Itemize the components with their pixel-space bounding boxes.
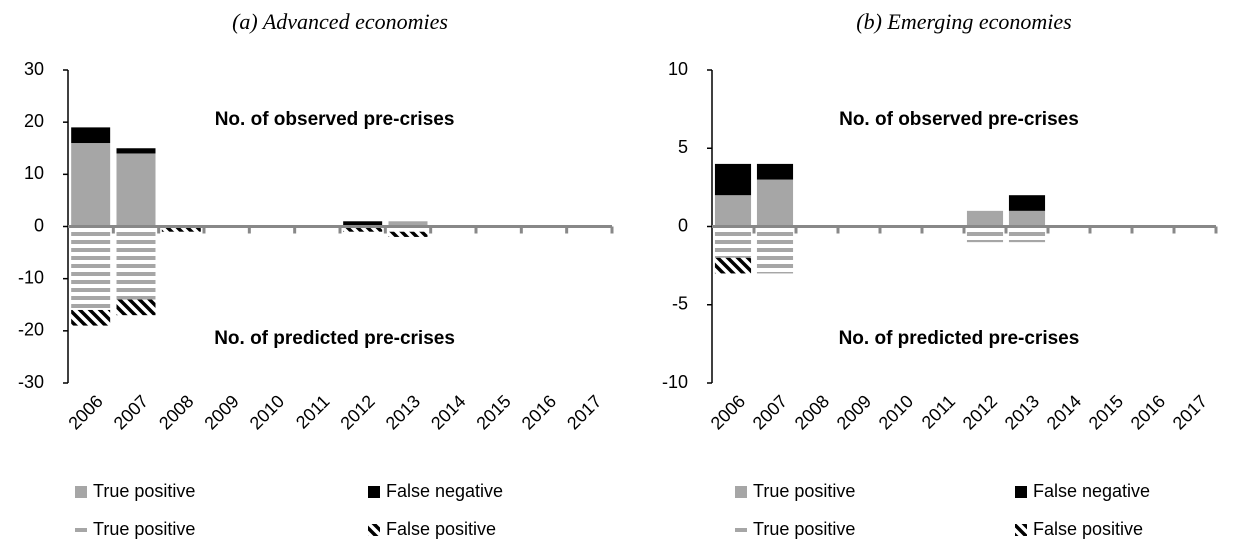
- legend-label: False positive: [1033, 519, 1143, 539]
- x-tick-label: 2013: [382, 391, 424, 433]
- x-tick-label: 2007: [110, 391, 152, 433]
- bar: [714, 226, 752, 258]
- bar: [343, 221, 383, 227]
- y-tick-label: -30: [18, 372, 44, 392]
- x-tick-label: 2016: [1127, 391, 1169, 433]
- x-tick-label: 2013: [1001, 391, 1043, 433]
- x-tick-label: 2014: [1043, 391, 1085, 433]
- bar: [71, 127, 111, 144]
- bar: [1008, 210, 1046, 227]
- bar: [71, 309, 111, 326]
- x-tick-label: 2015: [1085, 391, 1127, 433]
- bar: [756, 163, 794, 180]
- bar: [388, 221, 428, 227]
- bar: [714, 257, 752, 274]
- bar: [343, 226, 383, 232]
- x-tick-label: 2012: [959, 391, 1001, 433]
- legend-swatch: [75, 524, 87, 536]
- bar: [116, 226, 156, 300]
- legend-label: True positive: [753, 481, 855, 501]
- x-tick-label: 2006: [64, 391, 106, 433]
- bar: [116, 148, 156, 154]
- x-tick-label: 2009: [200, 391, 242, 433]
- bar: [116, 299, 156, 316]
- y-tick-label: 10: [24, 163, 44, 183]
- y-tick-label: -10: [18, 267, 44, 287]
- legend-swatch: [75, 486, 87, 498]
- bar: [116, 153, 156, 227]
- y-tick-label: 5: [678, 137, 688, 157]
- legend-label: False negative: [1033, 481, 1150, 501]
- bar: [714, 195, 752, 227]
- x-tick-label: 2007: [749, 391, 791, 433]
- x-tick-label: 2009: [833, 391, 875, 433]
- x-tick-label: 2008: [155, 391, 197, 433]
- legend-swatch: [1015, 486, 1027, 498]
- y-tick-label: -20: [18, 320, 44, 340]
- y-tick-label: 30: [24, 59, 44, 79]
- bar: [1008, 226, 1046, 243]
- y-tick-label: 20: [24, 111, 44, 131]
- x-tick-label: 2017: [563, 391, 605, 433]
- x-tick-label: 2016: [518, 391, 560, 433]
- y-tick-label: -10: [662, 372, 688, 392]
- legend-label: True positive: [93, 481, 195, 501]
- annotation: No. of observed pre-crises: [215, 109, 455, 130]
- y-tick-label: -5: [672, 294, 688, 314]
- legend-label: False positive: [386, 519, 496, 539]
- x-tick-label: 2010: [875, 391, 917, 433]
- x-tick-label: 2011: [918, 391, 960, 433]
- bar: [1008, 195, 1046, 211]
- legend-label: True positive: [753, 519, 855, 539]
- bar: [714, 163, 752, 196]
- annotation: No. of observed pre-crises: [839, 109, 1079, 130]
- y-tick-label: 0: [678, 215, 688, 235]
- chart-title: (a) Advanced economies: [232, 9, 448, 34]
- x-tick-label: 2012: [336, 391, 378, 433]
- y-tick-label: 0: [34, 215, 44, 235]
- x-tick-label: 2011: [292, 391, 334, 433]
- x-tick-label: 2014: [427, 391, 469, 433]
- x-tick-label: 2010: [246, 391, 288, 433]
- legend-swatch: [1015, 524, 1027, 536]
- bar: [966, 210, 1004, 227]
- chart-title: (b) Emerging economies: [856, 9, 1071, 34]
- legend-swatch: [368, 486, 380, 498]
- bar: [161, 226, 201, 232]
- bar: [756, 226, 794, 274]
- bar: [71, 226, 111, 310]
- bar: [966, 226, 1004, 243]
- x-tick-label: 2008: [791, 391, 833, 433]
- bar: [388, 231, 428, 237]
- legend-label: False negative: [386, 481, 503, 501]
- y-tick-label: 10: [668, 59, 688, 79]
- annotation: No. of predicted pre-crises: [214, 328, 455, 349]
- bar: [388, 226, 428, 232]
- x-tick-label: 2006: [707, 391, 749, 433]
- x-tick-label: 2015: [472, 391, 514, 433]
- x-tick-label: 2017: [1169, 391, 1211, 433]
- bar: [756, 179, 794, 227]
- legend-swatch: [735, 486, 747, 498]
- legend-swatch: [735, 524, 747, 536]
- annotation: No. of predicted pre-crises: [839, 328, 1080, 349]
- legend-swatch: [368, 524, 380, 536]
- bar: [71, 143, 111, 227]
- legend-label: True positive: [93, 519, 195, 539]
